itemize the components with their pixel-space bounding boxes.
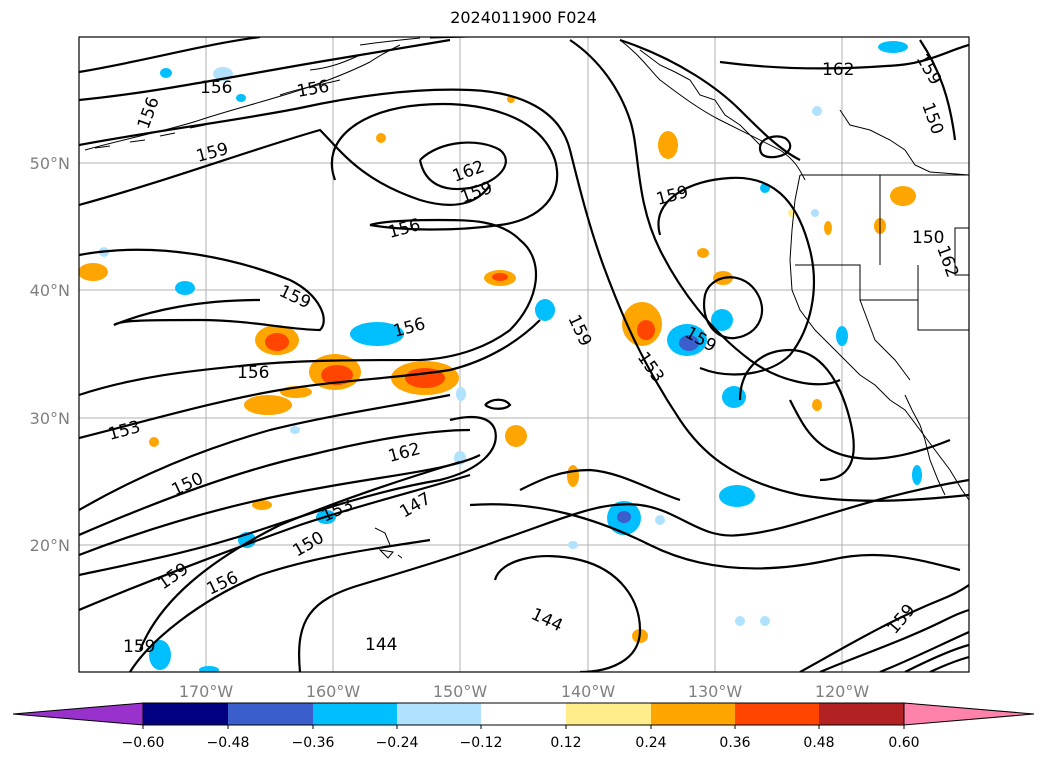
lat-label-30n: 30°N — [30, 409, 70, 428]
colorbar: −0.60 −0.48 −0.36 −0.24 −0.12 0.12 0.24 … — [12, 702, 1035, 751]
colorbar-tick: 0.48 — [803, 735, 834, 751]
height-contours — [79, 37, 969, 672]
map-title: 2024011900 F024 — [450, 8, 597, 27]
colorbar-bin — [313, 703, 397, 725]
colorbar-bin — [566, 703, 651, 725]
contour-label: 150 — [912, 228, 944, 248]
colorbar-tick: −0.60 — [122, 735, 165, 751]
lat-label-40n: 40°N — [30, 281, 70, 300]
colorbar-tick: 0.60 — [888, 735, 919, 751]
lat-label-50n: 50°N — [30, 154, 70, 173]
lon-label-150w: 150°W — [433, 682, 488, 701]
colorbar-bin — [735, 703, 819, 725]
colorbar-bin — [481, 703, 566, 725]
lon-label-140w: 140°W — [561, 682, 616, 701]
colorbar-outline — [142, 702, 905, 726]
colorbar-bin — [397, 703, 481, 725]
lat-label-20n: 20°N — [30, 536, 70, 555]
colorbar-tick: −0.24 — [376, 735, 419, 751]
coastlines — [84, 37, 969, 559]
contour-label: 159 — [123, 637, 155, 657]
map-frame-bg — [79, 37, 969, 672]
colorbar-bin — [819, 703, 904, 725]
colorbar-tick: −0.48 — [207, 735, 250, 751]
contour-label: 156 — [237, 363, 269, 383]
longitude-labels: 170°W 160°W 150°W 140°W 130°W 120°W — [179, 682, 870, 701]
colorbar-tick: 0.36 — [719, 735, 750, 751]
contour-label: 144 — [365, 635, 397, 655]
colorbar-tick: 0.24 — [635, 735, 666, 751]
colorbar-tick: 0.12 — [550, 735, 581, 751]
lon-label-120w: 120°W — [815, 682, 870, 701]
colorbar-extend-low — [12, 702, 144, 726]
lon-label-170w: 170°W — [179, 682, 234, 701]
colorbar-extend-high — [903, 702, 1035, 726]
colorbar-bin — [228, 703, 313, 725]
colorbar-tick: −0.36 — [292, 735, 335, 751]
contour-label: 156 — [200, 78, 232, 98]
colorbar-bin — [143, 703, 228, 725]
contour-label: 162 — [822, 60, 854, 80]
latitude-labels: 50°N 40°N 30°N 20°N — [30, 154, 70, 555]
colorbar-bin — [651, 703, 735, 725]
colorbar-tick: −0.12 — [460, 735, 503, 751]
lon-label-160w: 160°W — [306, 682, 361, 701]
map-frame — [78, 36, 970, 673]
lon-label-130w: 130°W — [688, 682, 743, 701]
